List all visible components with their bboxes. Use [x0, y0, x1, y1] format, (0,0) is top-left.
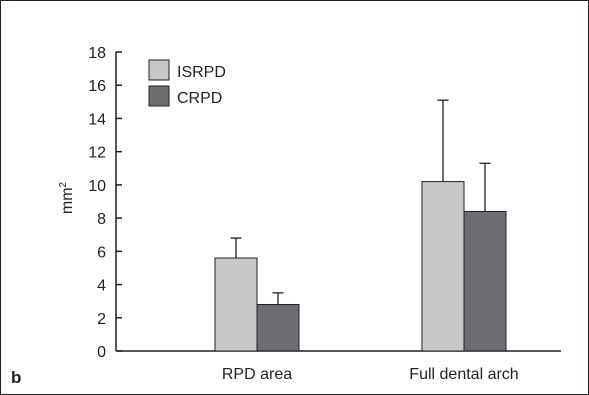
bars [214, 181, 507, 352]
y-tick-label: 18 [88, 45, 106, 62]
legend: ISRPD CRPD [148, 59, 226, 107]
y-tick-label: 10 [88, 178, 106, 195]
bar-isrpd-1 [421, 181, 465, 352]
y-tick-label: 8 [97, 211, 106, 228]
y-tick-label: 14 [88, 111, 106, 128]
y-axis-label-superscript: 2 [58, 181, 69, 187]
y-tick-label: 6 [97, 244, 106, 261]
bar-crpd-0 [256, 303, 300, 352]
legend-swatch-isrpd [148, 59, 170, 81]
bar-crpd-1 [463, 210, 507, 352]
error-bars [230, 99, 491, 305]
y-tick-label: 2 [97, 311, 106, 328]
category-label: RPD area [222, 366, 292, 383]
y-ticks: 0 2 4 6 8 10 12 14 16 18 [88, 45, 122, 361]
y-tick-label: 16 [88, 78, 106, 95]
y-tick-label: 4 [97, 278, 106, 295]
category-labels: RPD area Full dental arch [222, 366, 519, 383]
y-tick-label: 12 [88, 145, 106, 162]
legend-swatch-crpd [148, 85, 170, 107]
y-tick-label: 0 [97, 344, 106, 361]
y-axis-label-unit: mm [59, 187, 76, 214]
y-axis-label: mm2 [58, 181, 76, 214]
panel-label: b [11, 368, 21, 387]
bar-isrpd-0 [214, 257, 258, 352]
legend-label-crpd: CRPD [177, 90, 222, 107]
category-label: Full dental arch [409, 366, 518, 383]
legend-label-isrpd: ISRPD [177, 64, 226, 81]
